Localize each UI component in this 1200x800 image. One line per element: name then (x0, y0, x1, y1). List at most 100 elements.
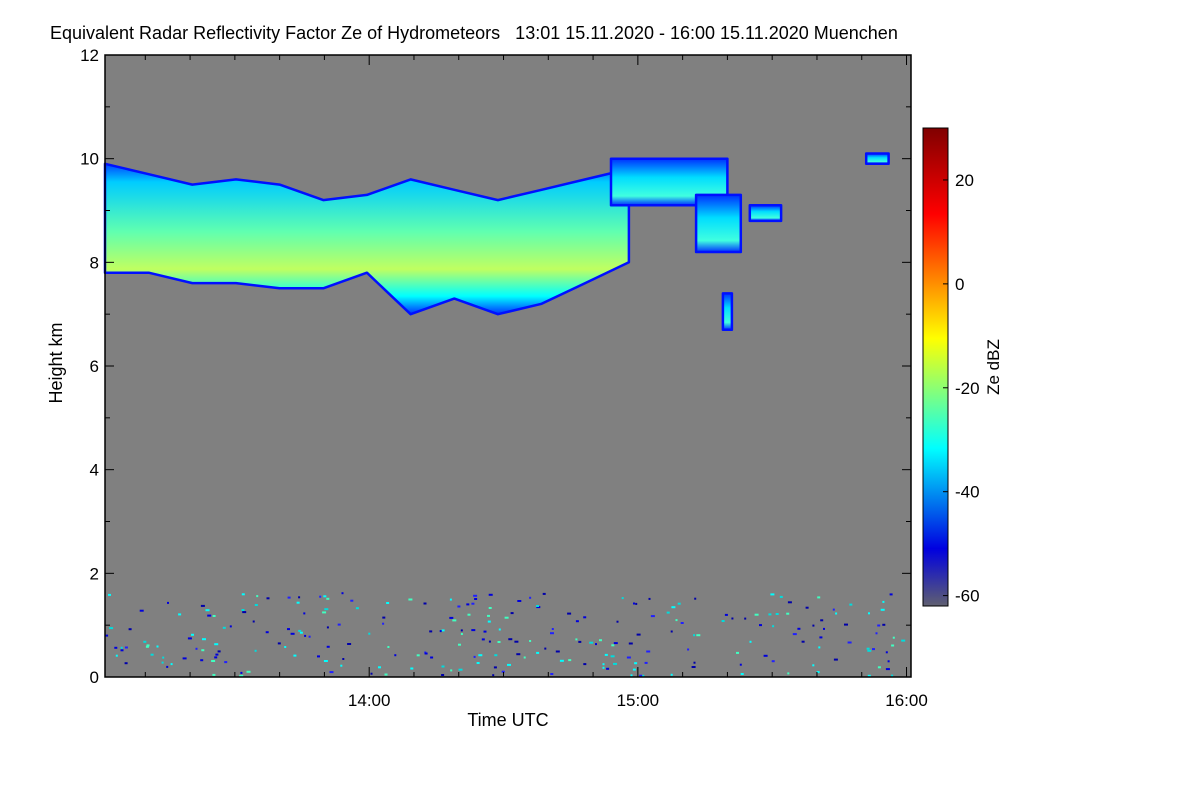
clutter-pixel (178, 613, 182, 616)
clutter-pixel (583, 616, 587, 619)
clutter-pixel (550, 632, 554, 635)
clutter-pixel (394, 654, 397, 657)
clutter-pixel (166, 665, 169, 668)
clutter-pixel (639, 674, 643, 677)
clutter-pixel (797, 627, 801, 630)
clutter-pixel (544, 647, 547, 650)
clutter-pixel (882, 600, 885, 603)
clutter-pixel (610, 655, 615, 658)
clutter-pixel (529, 640, 532, 642)
clutter-pixel (200, 604, 205, 607)
feature-isolated-echo (721, 292, 734, 331)
clutter-pixel (150, 653, 154, 656)
clutter-pixel (611, 644, 615, 647)
clutter-pixel (812, 664, 815, 667)
colorbar-tick-label: -20 (955, 379, 980, 398)
clutter-pixel (441, 629, 445, 632)
clutter-pixel (214, 643, 219, 646)
clutter-pixel (430, 656, 434, 659)
clutter-pixel (866, 647, 870, 650)
clutter-pixel (889, 593, 893, 596)
clutter-pixel (487, 620, 491, 623)
clutter-pixel (386, 602, 390, 604)
clutter-pixel (613, 642, 618, 645)
clutter-pixel (677, 602, 681, 605)
clutter-pixel (252, 620, 255, 623)
clutter-pixel (670, 630, 673, 633)
feature-fall-streak (694, 193, 743, 254)
clutter-pixel (229, 625, 232, 628)
clutter-pixel (429, 630, 433, 633)
clutter-pixel (648, 597, 651, 600)
clutter-pixel (687, 648, 690, 651)
clutter-pixel (304, 634, 307, 637)
clutter-pixel (744, 617, 747, 620)
clutter-pixel (452, 619, 457, 622)
clutter-pixel (296, 601, 300, 604)
clutter-pixel (849, 603, 853, 606)
clutter-pixel (387, 646, 390, 648)
colorbar-tick-label: 20 (955, 171, 974, 190)
clutter-pixel (775, 613, 779, 615)
clutter-pixel (575, 620, 579, 623)
clutter-pixel (246, 670, 251, 673)
clutter-pixel (847, 641, 852, 644)
clutter-pixel (139, 609, 144, 612)
clutter-pixel (254, 604, 258, 606)
y-tick-label: 2 (90, 564, 99, 583)
clutter-pixel (200, 659, 204, 662)
clutter-pixel (632, 668, 636, 671)
clutter-pixel (298, 596, 301, 599)
clutter-pixel (644, 661, 648, 664)
clutter-pixel (441, 674, 445, 676)
clutter-pixel (222, 626, 226, 629)
colorbar-tick-label: -40 (955, 483, 980, 502)
clutter-pixel (256, 595, 259, 598)
y-tick-label: 12 (80, 46, 99, 65)
clutter-pixel (749, 640, 752, 643)
clutter-pixel (616, 620, 619, 623)
clutter-pixel (241, 609, 245, 611)
clutter-pixel (740, 673, 744, 675)
clutter-pixel (105, 634, 109, 637)
x-tick-label: 14:00 (348, 691, 391, 710)
clutter-pixel (483, 630, 487, 633)
clutter-pixel (378, 666, 381, 669)
clutter-pixel (488, 640, 491, 643)
clutter-pixel (779, 595, 783, 598)
clutter-pixel (408, 598, 413, 601)
clutter-pixel (241, 593, 245, 596)
clutter-pixel (215, 653, 219, 656)
clutter-pixel (583, 663, 587, 666)
clutter-pixel (529, 596, 532, 599)
clutter-pixel (731, 617, 734, 620)
clutter-pixel (498, 628, 501, 631)
clutter-pixel (885, 651, 888, 654)
clutter-pixel (326, 597, 330, 600)
clutter-pixel (337, 623, 341, 626)
clutter-pixel (471, 629, 476, 632)
clutter-pixel (416, 654, 420, 657)
clutter-pixel (341, 592, 344, 595)
clutter-pixel (322, 611, 327, 614)
clutter-pixel (492, 674, 495, 677)
clutter-pixel (812, 624, 815, 627)
clutter-pixel (666, 611, 670, 614)
clutter-pixel (370, 672, 373, 675)
clutter-pixel (832, 608, 835, 611)
plot-area (105, 55, 911, 677)
clutter-pixel (326, 645, 330, 648)
clutter-pixel (287, 596, 291, 599)
clutter-pixel (694, 597, 697, 600)
clutter-pixel (787, 601, 792, 604)
clutter-pixel (287, 628, 290, 631)
clutter-pixel (768, 613, 772, 616)
clutter-pixel (182, 657, 187, 660)
clutter-pixel (457, 605, 461, 608)
clutter-pixel (350, 599, 354, 602)
clutter-pixel (191, 633, 194, 636)
clutter-pixel (555, 650, 560, 653)
x-axis-label: Time UTC (467, 710, 548, 730)
clutter-pixel (329, 671, 334, 674)
